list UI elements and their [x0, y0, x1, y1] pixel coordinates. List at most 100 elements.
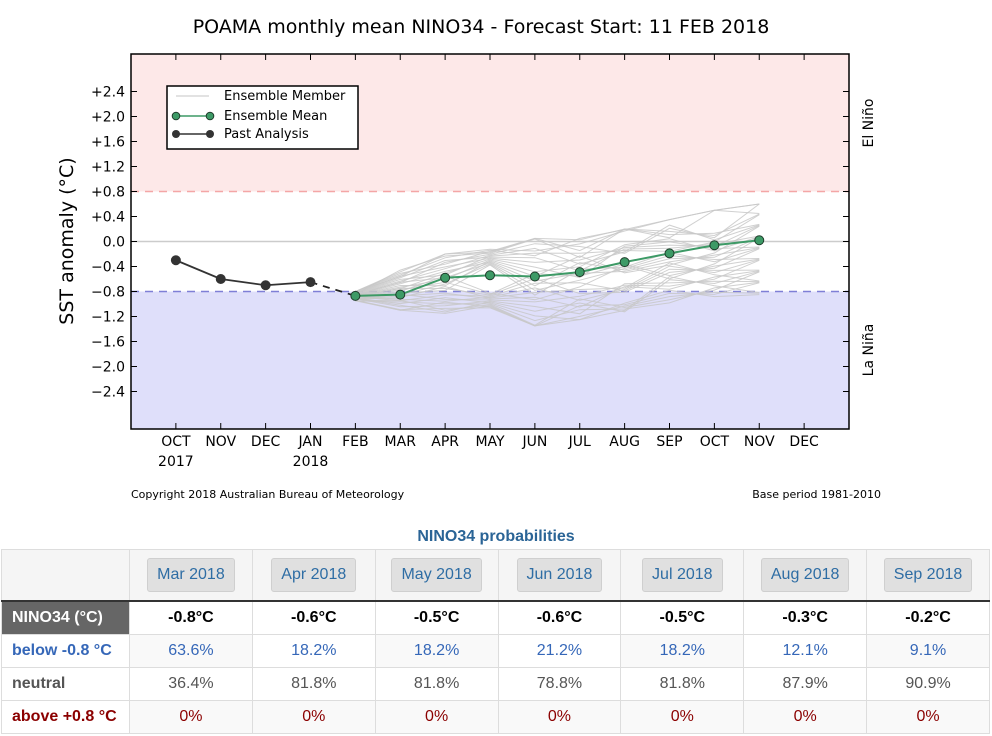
ensemble-member-line — [355, 280, 760, 315]
table-cell: 18.2% — [620, 634, 745, 668]
table-header-row: Mar 2018 Apr 2018 May 2018 Jun 2018 Jul … — [1, 549, 990, 602]
ensemble-member-line — [355, 203, 760, 293]
table-cell: -0.8°C — [129, 600, 253, 635]
probabilities-table: Mar 2018 Apr 2018 May 2018 Jun 2018 Jul … — [1, 549, 990, 734]
y-tick-label: −0.4 — [91, 260, 125, 276]
table-cell: -0.3°C — [743, 600, 868, 635]
row-label-neutral: neutral — [1, 667, 130, 701]
y-tick-label: 0.0 — [103, 235, 125, 251]
x-tick-label: DEC — [789, 434, 819, 450]
ensemble-mean-point — [754, 235, 765, 246]
header-cell: Sep 2018 — [866, 549, 990, 602]
table-cell: 0% — [866, 700, 990, 734]
legend-past-marker — [206, 130, 214, 138]
ensemble-mean-point — [485, 270, 495, 281]
ensemble-mean-point — [350, 290, 361, 301]
legend-label-past: Past Analysis — [224, 127, 309, 142]
x-tick-label: JUN — [521, 434, 547, 450]
ensemble-members — [355, 203, 760, 327]
y-tick-label: −1.2 — [91, 310, 125, 326]
month-button-mar-2018[interactable]: Mar 2018 — [147, 558, 235, 592]
y-tick-label: +2.4 — [91, 85, 125, 101]
past-analysis-point — [305, 277, 316, 288]
ensemble-member-line — [355, 223, 760, 292]
past-analysis-point — [170, 255, 181, 266]
x-tick-label: AUG — [609, 434, 640, 450]
table-cell: 12.1% — [743, 634, 868, 668]
month-button-sep-2018[interactable]: Sep 2018 — [883, 558, 973, 592]
legend-mean-marker — [205, 111, 215, 121]
header-empty-cell — [1, 549, 130, 602]
ensemble-mean-point — [664, 248, 675, 259]
x-tick-label: JUL — [568, 434, 591, 450]
month-button-jun-2018[interactable]: Jun 2018 — [516, 558, 603, 592]
y-tick-label: +2.0 — [91, 110, 125, 126]
y-axis-label: SST anomaly (°C) — [56, 157, 78, 324]
legend-past-marker — [172, 130, 180, 138]
x-tick-label: JAN — [298, 434, 323, 450]
table-cell: 0% — [251, 700, 376, 734]
la-nina-region — [131, 291, 849, 429]
table-cell: -0.5°C — [374, 600, 499, 635]
table-cell: -0.6°C — [497, 600, 622, 635]
table-row-above: above +0.8 °C 0% 0% 0% 0% 0% 0% 0% — [1, 700, 990, 734]
month-button-jul-2018[interactable]: Jul 2018 — [642, 558, 723, 592]
table-cell: 0% — [374, 700, 499, 734]
table-cell: 0% — [129, 700, 253, 734]
table-cell: -0.6°C — [251, 600, 376, 635]
y-tick-label: −0.8 — [91, 285, 125, 301]
row-label-above: above +0.8 °C — [1, 700, 130, 734]
ensemble-member-line — [355, 214, 760, 294]
table-cell: 81.8% — [251, 667, 376, 701]
probabilities-title: NINO34 probabilities — [417, 528, 575, 545]
x-tick-label: MAY — [475, 434, 505, 450]
header-cell: Jun 2018 — [497, 549, 622, 602]
table-cell: 90.9% — [866, 667, 990, 701]
past-analysis-point — [260, 280, 271, 291]
ensemble-member-line — [355, 270, 760, 308]
x-tick-label: NOV — [744, 434, 775, 450]
legend-label-member: Ensemble Member — [224, 89, 346, 104]
copyright-note: Copyright 2018 Australian Bureau of Mete… — [131, 488, 405, 501]
connector-dashed-line — [310, 281, 356, 297]
table-cell: 21.2% — [497, 634, 622, 668]
header-cell: May 2018 — [374, 549, 499, 602]
ensemble-mean-line — [355, 239, 760, 297]
ensemble-mean-point — [440, 272, 451, 283]
y-tick-label: +1.6 — [91, 135, 125, 151]
header-cell: Apr 2018 — [251, 549, 376, 602]
base-period-note: Base period 1981-2010 — [752, 488, 881, 501]
el-nino-label: El Niño — [861, 99, 877, 148]
month-button-apr-2018[interactable]: Apr 2018 — [271, 558, 357, 592]
header-cell: Jul 2018 — [620, 549, 745, 602]
header-cell: Mar 2018 — [129, 549, 253, 602]
ensemble-mean-point — [395, 289, 406, 300]
table-row-below: below -0.8 °C 63.6% 18.2% 18.2% 21.2% 18… — [1, 634, 990, 668]
ensemble-member-line — [355, 248, 760, 298]
ensemble-mean-point — [709, 240, 720, 251]
nino34-chart: POAMA monthly mean NINO34 - Forecast Sta… — [56, 16, 881, 501]
x-tick-year-label: 2018 — [293, 454, 329, 470]
y-tick-label: +0.4 — [91, 210, 125, 226]
ensemble-mean-point — [574, 267, 585, 278]
table-cell: 36.4% — [129, 667, 253, 701]
x-tick-label: FEB — [342, 434, 369, 450]
past-analysis-line — [175, 259, 311, 287]
month-button-may-2018[interactable]: May 2018 — [391, 558, 482, 592]
x-tick-label: OCT — [700, 434, 730, 450]
ensemble-mean-point — [529, 271, 540, 282]
table-cell: -0.5°C — [620, 600, 745, 635]
legend: Ensemble Member Ensemble Mean Past Analy… — [166, 85, 359, 150]
table-cell: -0.2°C — [866, 600, 990, 635]
x-tick-label: MAR — [385, 434, 417, 450]
y-tick-label: −2.0 — [91, 360, 125, 376]
table-cell: 0% — [743, 700, 868, 734]
table-cell: 0% — [497, 700, 622, 734]
month-button-aug-2018[interactable]: Aug 2018 — [760, 558, 850, 592]
row-label-below: below -0.8 °C — [1, 634, 130, 668]
ensemble-mean-point — [619, 257, 630, 268]
table-cell: 9.1% — [866, 634, 990, 668]
y-tick-label: −2.4 — [91, 385, 125, 401]
x-tick-year-label: 2017 — [158, 454, 194, 470]
legend-label-mean: Ensemble Mean — [224, 109, 327, 124]
